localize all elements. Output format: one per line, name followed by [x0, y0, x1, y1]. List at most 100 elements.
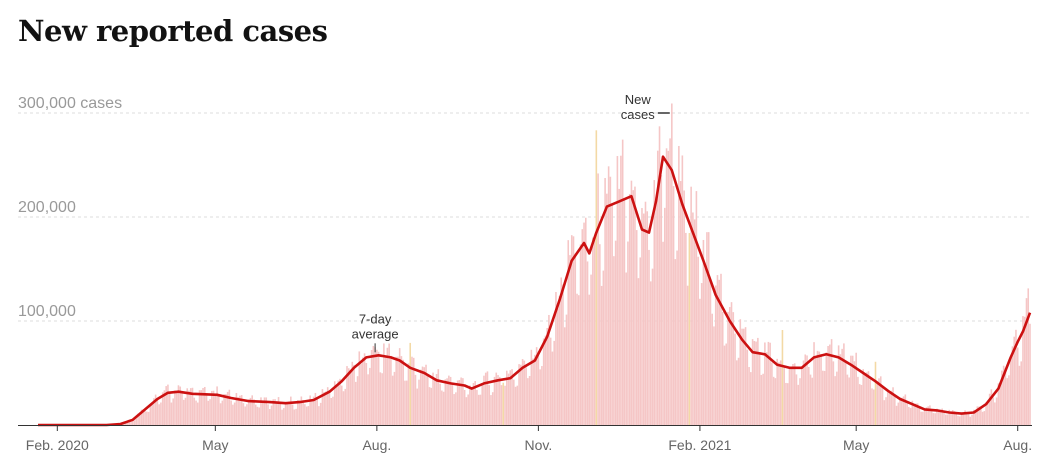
daily-case-bar [908, 406, 910, 425]
daily-case-bar [639, 257, 642, 425]
daily-case-bar [416, 388, 419, 425]
daily-case-bar [811, 377, 814, 425]
daily-case-bar [771, 362, 773, 425]
daily-case-bar [844, 361, 847, 425]
daily-case-bar [130, 419, 132, 425]
daily-case-bar [830, 339, 833, 425]
daily-case-bar [514, 386, 517, 425]
daily-case-bar [790, 366, 793, 425]
daily-case-bar [383, 343, 385, 425]
daily-case-bar [950, 411, 952, 425]
daily-case-bar [451, 383, 454, 425]
daily-case-bar [223, 393, 225, 425]
daily-case-bar [218, 394, 220, 425]
daily-case-bar [458, 380, 461, 425]
daily-case-bar [988, 393, 991, 425]
daily-case-bar [590, 274, 592, 425]
daily-case-bar [272, 399, 275, 425]
daily-case-bar [484, 372, 487, 425]
daily-case-bar [614, 240, 617, 425]
daily-case-bar [901, 397, 903, 425]
daily-case-bar [839, 354, 842, 425]
daily-case-bar [483, 375, 485, 425]
daily-case-bar [827, 346, 829, 425]
daily-case-bar [153, 398, 155, 425]
daily-case-bar [434, 379, 436, 425]
daily-case-bar [897, 402, 900, 425]
daily-case-bar [177, 385, 180, 425]
daily-case-bar [864, 373, 866, 425]
daily-case-bar [653, 180, 656, 425]
daily-case-bar [542, 338, 545, 425]
daily-case-bar [600, 285, 603, 425]
daily-case-bar [398, 348, 401, 425]
daily-case-bar [139, 412, 141, 425]
daily-case-bar [337, 380, 340, 425]
daily-case-bar [874, 361, 877, 425]
chart-title: New reported cases [18, 14, 328, 48]
daily-case-bar [355, 381, 357, 425]
daily-case-bar [470, 389, 473, 425]
daily-case-bar [743, 328, 745, 425]
daily-case-bar [516, 385, 519, 425]
daily-case-bar [848, 377, 850, 425]
daily-case-bar [994, 402, 996, 425]
daily-case-bar [1020, 361, 1023, 425]
annotation-average-text: average [352, 326, 399, 341]
daily-case-bar [432, 372, 434, 425]
daily-case-bar [941, 408, 943, 425]
daily-case-bar [377, 351, 380, 425]
daily-case-bar [999, 383, 1001, 425]
daily-case-bar [184, 397, 187, 425]
daily-case-bar [191, 387, 194, 425]
daily-case-bar [879, 376, 882, 425]
daily-case-bar [699, 298, 701, 425]
daily-case-bar [885, 397, 887, 425]
daily-case-bar [669, 138, 671, 425]
daily-case-bar [476, 389, 478, 425]
daily-case-bar [369, 367, 371, 425]
daily-case-bar [927, 406, 929, 425]
daily-case-bar [549, 337, 552, 425]
daily-case-bar [497, 375, 499, 425]
daily-case-bar [804, 354, 807, 425]
daily-case-bar [929, 405, 931, 425]
daily-case-bar [832, 361, 835, 425]
daily-case-bar [548, 314, 550, 425]
daily-case-bar [807, 367, 810, 425]
daily-case-bar [878, 378, 880, 425]
daily-case-bar [1006, 378, 1008, 425]
daily-case-bar [607, 166, 610, 425]
daily-case-bar [718, 279, 721, 425]
daily-case-bar [133, 420, 136, 425]
daily-case-bar [888, 391, 891, 425]
daily-case-bar [509, 370, 512, 425]
daily-case-bar [186, 388, 189, 425]
daily-case-bar [730, 302, 733, 425]
daily-case-bar [202, 387, 204, 425]
y-tick-label: 200,000 [18, 199, 76, 216]
daily-case-bar [706, 232, 708, 425]
daily-case-bar [441, 390, 443, 425]
daily-case-bar [739, 319, 742, 425]
daily-case-bar [767, 341, 770, 425]
daily-case-bar [207, 400, 210, 425]
daily-case-bar [297, 400, 299, 425]
daily-case-bar [606, 193, 608, 425]
daily-case-bar [837, 345, 840, 425]
daily-case-bar [592, 237, 594, 425]
daily-case-bar [537, 351, 540, 425]
daily-case-bar [955, 413, 958, 425]
daily-case-bar [160, 402, 162, 425]
daily-case-bar [577, 295, 580, 425]
daily-case-bar [314, 392, 317, 425]
daily-case-bar [829, 344, 831, 425]
daily-case-bar [495, 372, 498, 425]
daily-case-bar [1013, 336, 1015, 425]
daily-case-bar [662, 241, 664, 425]
daily-case-bar [251, 395, 253, 425]
daily-case-bar [978, 406, 980, 425]
daily-case-bar [632, 190, 634, 425]
daily-case-bar [284, 401, 287, 425]
